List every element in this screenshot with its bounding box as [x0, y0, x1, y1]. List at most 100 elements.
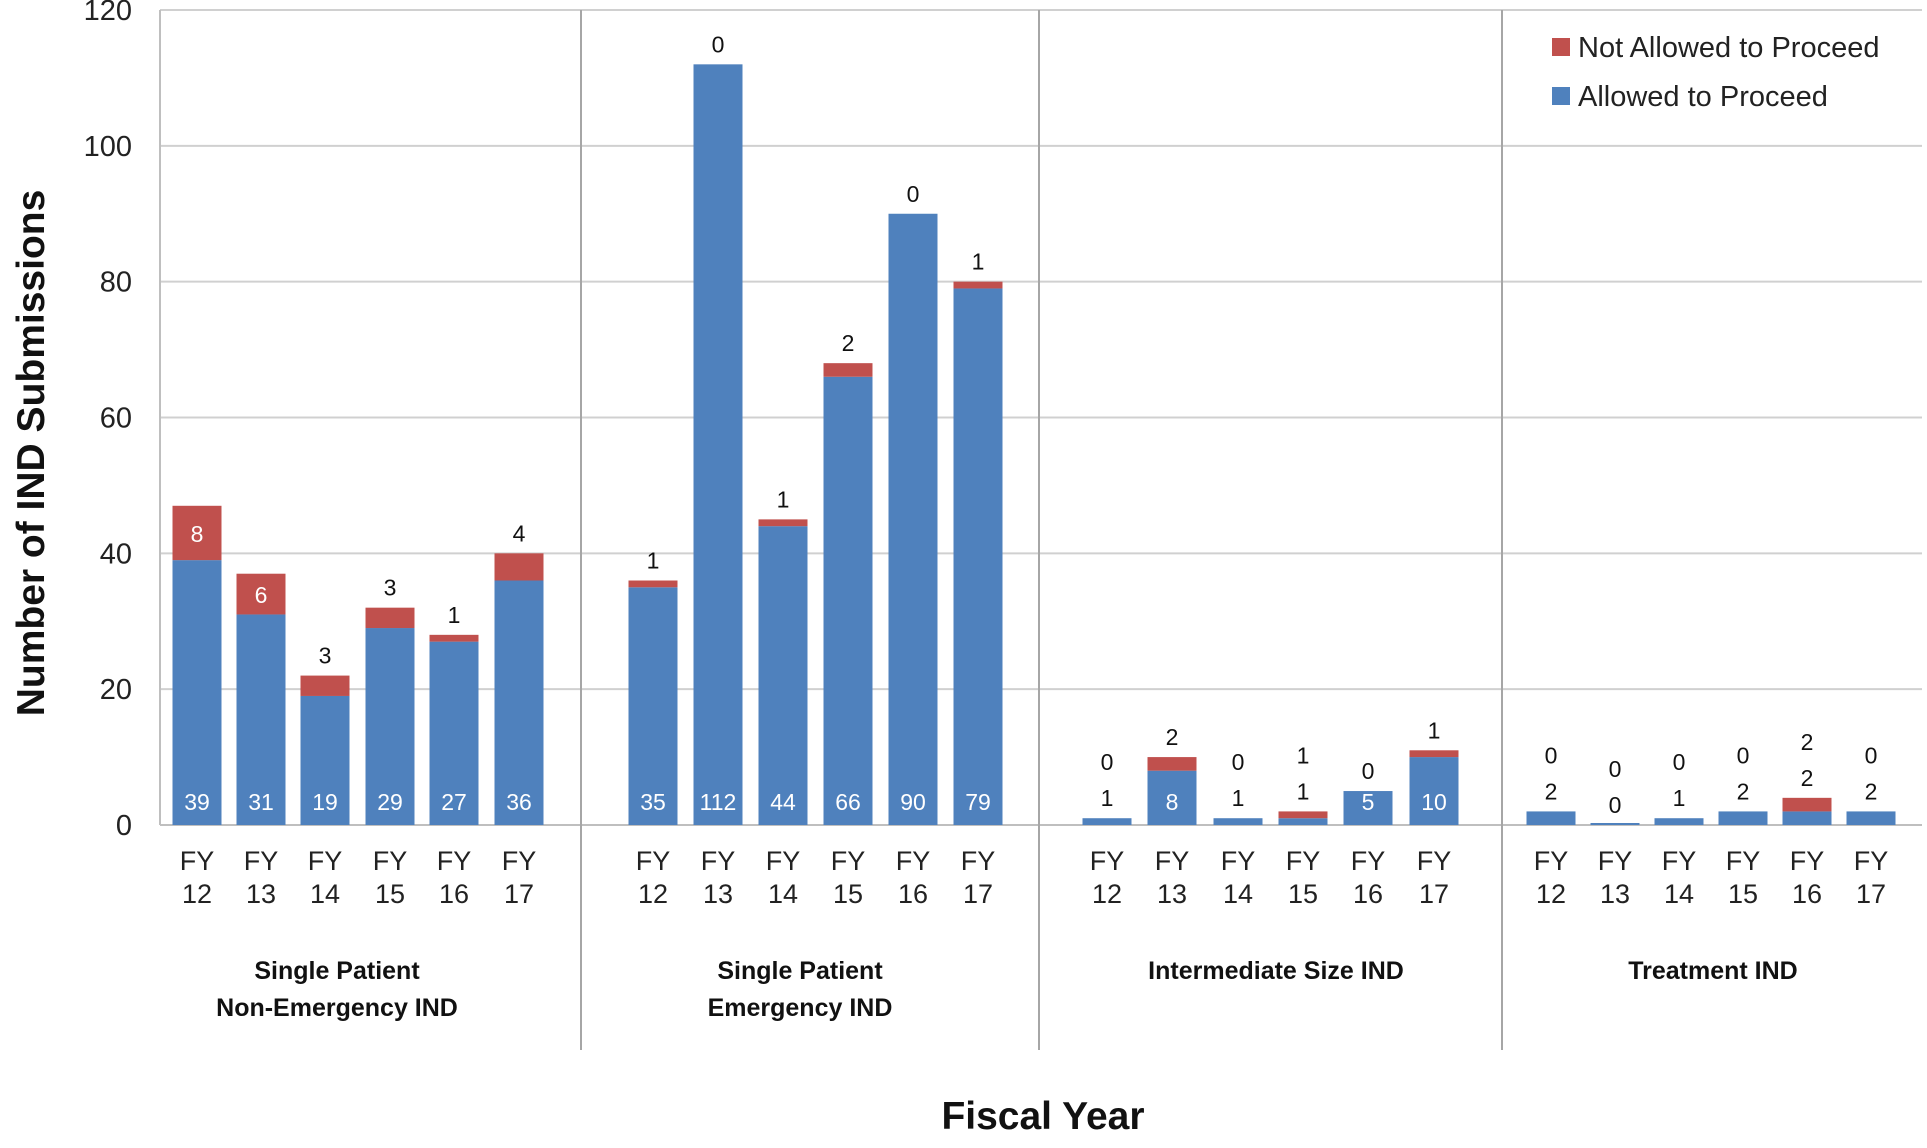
bars	[172, 64, 1896, 826]
bar-label-not-allowed: 0	[1609, 756, 1622, 782]
bar-not-allowed	[494, 553, 544, 581]
x-tick-label: 14	[1664, 879, 1694, 909]
gridlines	[159, 9, 1922, 1050]
x-tick-label: FY	[1417, 846, 1452, 876]
bar-allowed	[1590, 823, 1640, 825]
bar-allowed	[953, 288, 1003, 825]
bar-label-allowed: 2	[1737, 778, 1750, 804]
x-tick-label: 15	[375, 879, 405, 909]
bar-label-allowed: 5	[1362, 789, 1375, 815]
x-tick-label: 14	[1223, 879, 1253, 909]
x-axis-title: Fiscal Year	[941, 1095, 1144, 1138]
x-tick-label: 12	[1536, 879, 1566, 909]
bar-label-not-allowed: 3	[384, 575, 397, 601]
bar-label-not-allowed: 0	[1865, 742, 1878, 768]
x-tick-label: 12	[1092, 879, 1122, 909]
x-tick-label: 13	[246, 879, 276, 909]
x-tick-label: 13	[1157, 879, 1187, 909]
x-tick-label: FY	[1598, 846, 1633, 876]
bar-allowed	[1654, 818, 1704, 825]
legend-label-not-allowed: Not Allowed to Proceed	[1578, 32, 1879, 64]
y-tick-label: 0	[116, 810, 132, 842]
y-tick-label: 20	[100, 674, 132, 706]
bar-not-allowed	[953, 281, 1003, 289]
bar-label-not-allowed: 0	[1545, 742, 1558, 768]
x-tick-label: 15	[833, 879, 863, 909]
bar-allowed	[1278, 818, 1328, 825]
group-labels: Single Patient Non-Emergency IND Single Pa…	[216, 957, 1798, 1022]
bar-allowed	[300, 695, 350, 825]
bar-label-allowed: 39	[184, 789, 210, 815]
bar-label-allowed: 0	[1609, 792, 1622, 818]
bar-not-allowed	[1782, 797, 1832, 812]
legend-swatch-allowed	[1552, 87, 1570, 105]
bar-label-allowed: 27	[441, 789, 467, 815]
bar-not-allowed	[236, 573, 286, 615]
bar-allowed	[365, 628, 415, 825]
x-tick-label: FY	[1286, 846, 1321, 876]
bar-label-not-allowed: 0	[907, 181, 920, 207]
bar-allowed	[823, 376, 873, 825]
bar-label-not-allowed: 8	[191, 521, 204, 547]
x-tick-label: FY	[701, 846, 736, 876]
bar-label-allowed: 44	[770, 789, 796, 815]
x-tick-label: 17	[1419, 879, 1449, 909]
group-label: Single Patient	[717, 957, 883, 985]
bar-label-allowed: 1	[1673, 785, 1686, 811]
bar-label-allowed: 8	[1166, 789, 1179, 815]
x-tick-label: 17	[504, 879, 534, 909]
x-axis-ticks: FY12FY13FY14FY15FY16FY17FY12FY13FY14FY15…	[180, 846, 1889, 909]
bar-label-not-allowed: 1	[1297, 742, 1310, 768]
x-tick-label: FY	[1790, 846, 1825, 876]
x-tick-label: FY	[1351, 846, 1386, 876]
x-tick-label: FY	[244, 846, 279, 876]
bar-label-allowed: 66	[835, 789, 861, 815]
x-tick-label: FY	[766, 846, 801, 876]
bar-label-allowed: 1	[1101, 785, 1114, 811]
bar-not-allowed	[1278, 811, 1328, 819]
bar-not-allowed	[429, 634, 479, 642]
bar-label-not-allowed: 4	[513, 520, 526, 546]
bar-label-not-allowed: 1	[647, 548, 660, 574]
x-tick-label: FY	[308, 846, 343, 876]
x-tick-label: 12	[182, 879, 212, 909]
bar-label-allowed: 29	[377, 789, 403, 815]
bar-allowed	[693, 64, 743, 826]
y-tick-label: 120	[84, 0, 132, 27]
legend-swatch-not-allowed	[1552, 38, 1570, 56]
bar-label-allowed: 36	[506, 789, 532, 815]
x-tick-label: FY	[437, 846, 472, 876]
bar-allowed	[628, 587, 678, 825]
bar-label-allowed: 10	[1421, 789, 1447, 815]
group-label: Treatment IND	[1628, 957, 1797, 985]
bar-label-not-allowed: 0	[1232, 749, 1245, 775]
bar-label-not-allowed: 0	[1737, 742, 1750, 768]
bar-label-allowed: 112	[700, 789, 737, 815]
x-tick-label: FY	[961, 846, 996, 876]
bar-label-allowed: 79	[965, 789, 991, 815]
bar-label-not-allowed: 0	[712, 31, 725, 57]
x-tick-label: FY	[1221, 846, 1256, 876]
x-tick-label: FY	[896, 846, 931, 876]
x-tick-label: 16	[898, 879, 928, 909]
x-tick-label: FY	[502, 846, 537, 876]
bar-label-allowed: 1	[1297, 778, 1310, 804]
bar-not-allowed	[823, 363, 873, 377]
bar-not-allowed	[628, 580, 678, 588]
y-tick-label: 60	[100, 403, 132, 435]
bar-allowed	[888, 213, 938, 825]
x-tick-label: FY	[1854, 846, 1889, 876]
x-tick-label: 15	[1728, 879, 1758, 909]
x-tick-label: 16	[1792, 879, 1822, 909]
bar-label-not-allowed: 1	[448, 602, 461, 628]
group-label: Intermediate Size IND	[1148, 957, 1404, 985]
y-tick-label: 100	[84, 131, 132, 163]
bar-not-allowed	[172, 505, 222, 561]
y-tick-label: 80	[100, 267, 132, 299]
bar-label-not-allowed: 0	[1673, 749, 1686, 775]
bar-label-not-allowed: 2	[1801, 729, 1814, 755]
bar-allowed	[172, 560, 222, 825]
x-tick-label: 14	[768, 879, 798, 909]
bar-not-allowed	[1147, 757, 1197, 771]
